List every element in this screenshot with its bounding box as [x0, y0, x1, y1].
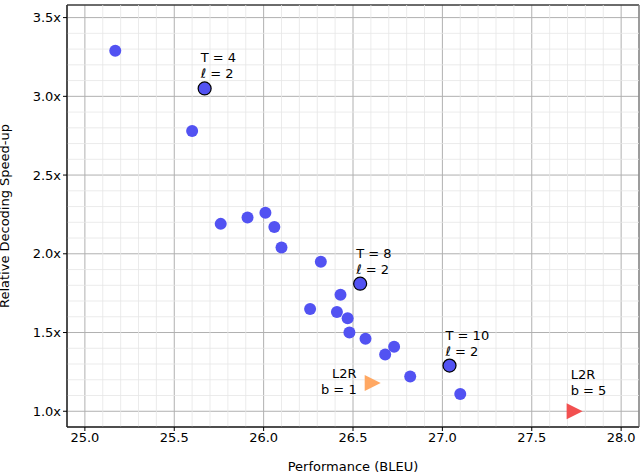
svg-text:T = 4ℓ = 2: T = 4ℓ = 2 [200, 50, 236, 81]
svg-text:26.5: 26.5 [339, 430, 368, 445]
svg-text:L2Rb = 1: L2Rb = 1 [321, 366, 357, 397]
svg-text:2.0x: 2.0x [33, 246, 62, 261]
svg-text:L2Rb = 5: L2Rb = 5 [571, 367, 607, 398]
svg-text:1.0x: 1.0x [33, 404, 62, 419]
svg-text:26.0: 26.0 [249, 430, 278, 445]
svg-text:T = 8ℓ = 2: T = 8ℓ = 2 [355, 246, 391, 277]
svg-text:Relative Decoding Speed-up: Relative Decoding Speed-up [8, 124, 12, 308]
svg-text:Performance (BLEU): Performance (BLEU) [288, 459, 419, 474]
svg-text:1.5x: 1.5x [33, 325, 62, 340]
svg-text:27.0: 27.0 [428, 430, 457, 445]
svg-text:3.0x: 3.0x [33, 89, 62, 104]
svg-text:28.0: 28.0 [607, 430, 632, 445]
svg-text:3.5x: 3.5x [33, 10, 62, 25]
svg-text:T = 10ℓ = 2: T = 10ℓ = 2 [445, 328, 490, 359]
svg-text:2.5x: 2.5x [33, 168, 62, 183]
svg-text:25.0: 25.0 [70, 430, 99, 445]
svg-text:25.5: 25.5 [160, 430, 189, 445]
svg-text:27.5: 27.5 [517, 430, 546, 445]
